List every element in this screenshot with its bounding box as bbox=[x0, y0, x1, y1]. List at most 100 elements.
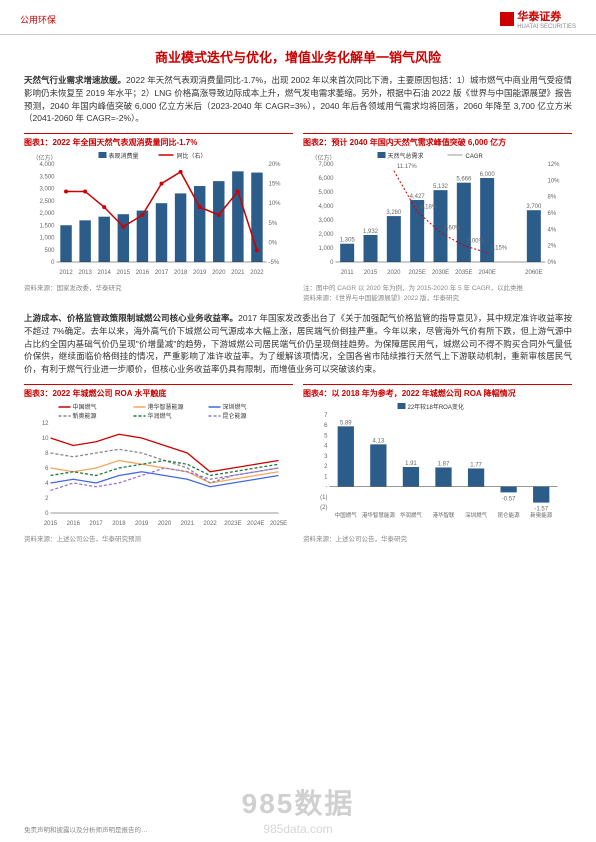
svg-text:新奥能源: 新奥能源 bbox=[530, 511, 553, 519]
svg-text:4%: 4% bbox=[548, 227, 557, 233]
svg-text:2014: 2014 bbox=[98, 270, 112, 276]
svg-text:1.77: 1.77 bbox=[470, 462, 482, 468]
svg-text:10%: 10% bbox=[269, 201, 282, 207]
svg-text:1,500: 1,500 bbox=[39, 223, 55, 229]
svg-text:2011: 2011 bbox=[341, 270, 355, 276]
svg-text:CAGR: CAGR bbox=[466, 154, 484, 160]
charts-row-1: 图表1：2022 年全国天然气表观消费量同比-1.7% （亿方）表观消费量同比（… bbox=[24, 133, 572, 302]
svg-text:2019: 2019 bbox=[135, 521, 149, 527]
chart-2: 图表2：预计 2040 年国内天然气需求峰值突破 6,000 亿方 （亿方）天然… bbox=[303, 133, 572, 302]
svg-text:2: 2 bbox=[324, 464, 328, 470]
svg-text:2030E: 2030E bbox=[432, 270, 449, 276]
svg-text:2023E: 2023E bbox=[224, 521, 241, 527]
svg-text:12: 12 bbox=[42, 421, 49, 427]
svg-text:8%: 8% bbox=[548, 195, 557, 201]
svg-text:1.87: 1.87 bbox=[438, 461, 450, 467]
svg-text:2020: 2020 bbox=[158, 521, 172, 527]
svg-text:2,000: 2,000 bbox=[318, 232, 334, 238]
chart4-area: 22年较18年ROA变化(2)(1)-12345675.89中国燃气4.13港华… bbox=[303, 401, 572, 531]
svg-text:5,000: 5,000 bbox=[318, 190, 334, 196]
svg-text:2017: 2017 bbox=[89, 521, 103, 527]
page-header: 公用环保 华泰证券 HUATAI SECURITIES bbox=[0, 0, 596, 35]
svg-text:10: 10 bbox=[42, 436, 49, 442]
chart-1: 图表1：2022 年全国天然气表观消费量同比-1.7% （亿方）表观消费量同比（… bbox=[24, 133, 293, 302]
svg-text:6: 6 bbox=[324, 423, 328, 429]
chart1-area: （亿方）表观消费量同比（右）05001,0001,5002,0002,5003,… bbox=[24, 150, 293, 280]
svg-text:2.00%: 2.00% bbox=[467, 239, 485, 245]
svg-text:1,000: 1,000 bbox=[318, 246, 334, 252]
svg-text:7,000: 7,000 bbox=[318, 162, 334, 168]
svg-text:1: 1 bbox=[324, 474, 328, 480]
svg-text:22年较18年ROA变化: 22年较18年ROA变化 bbox=[408, 403, 464, 411]
svg-text:2015: 2015 bbox=[364, 270, 378, 276]
svg-text:0: 0 bbox=[330, 260, 334, 266]
para2-bold: 上游成本、价格监管政策限制城燃公司核心业务收益率。 bbox=[24, 313, 238, 323]
svg-text:2022: 2022 bbox=[250, 270, 264, 276]
svg-text:15%: 15% bbox=[269, 182, 282, 188]
svg-text:表观消费量: 表观消费量 bbox=[109, 152, 139, 160]
svg-text:5,132: 5,132 bbox=[433, 184, 449, 190]
paragraph-1: 天然气行业需求增速放缓。2022 年天然气表观消费量同比-1.7%，出现 200… bbox=[24, 74, 572, 125]
svg-text:4,000: 4,000 bbox=[39, 162, 55, 168]
svg-text:3,000: 3,000 bbox=[39, 187, 55, 193]
svg-text:0%: 0% bbox=[269, 240, 278, 246]
svg-text:华润燃气: 华润燃气 bbox=[148, 412, 172, 420]
svg-text:5%: 5% bbox=[269, 221, 278, 227]
svg-text:2025E: 2025E bbox=[270, 521, 287, 527]
svg-text:1,932: 1,932 bbox=[363, 229, 379, 235]
svg-text:2019: 2019 bbox=[193, 270, 207, 276]
svg-text:2018: 2018 bbox=[174, 270, 188, 276]
svg-text:2022: 2022 bbox=[203, 521, 217, 527]
svg-text:2: 2 bbox=[45, 496, 49, 502]
svg-text:4: 4 bbox=[324, 443, 328, 449]
chart3-title: 图表3：2022 年城燃公司 ROA 水平触底 bbox=[24, 384, 293, 399]
svg-text:3.60%: 3.60% bbox=[444, 226, 462, 232]
svg-text:3,500: 3,500 bbox=[39, 174, 55, 180]
svg-text:2,500: 2,500 bbox=[39, 199, 55, 205]
svg-text:4.13: 4.13 bbox=[373, 438, 385, 444]
chart2-area: （亿方）天然气总需求CAGR01,0002,0003,0004,0005,000… bbox=[303, 150, 572, 280]
chart-4: 图表4：以 2018 年为参考，2022 年城燃公司 ROA 降幅情况 22年较… bbox=[303, 384, 572, 543]
svg-text:(1): (1) bbox=[320, 495, 327, 501]
svg-text:新奥能源: 新奥能源 bbox=[73, 412, 97, 420]
paragraph-2: 上游成本、价格监管政策限制城燃公司核心业务收益率。2017 年国家发改委出台了《… bbox=[24, 312, 572, 376]
svg-text:2020: 2020 bbox=[212, 270, 226, 276]
chart1-title: 图表1：2022 年全国天然气表观消费量同比-1.7% bbox=[24, 133, 293, 148]
chart-3: 图表3：2022 年城燃公司 ROA 水平触底 中国燃气港华智慧能源深圳燃气新奥… bbox=[24, 384, 293, 543]
svg-text:2,000: 2,000 bbox=[39, 211, 55, 217]
svg-text:8: 8 bbox=[45, 451, 49, 457]
svg-text:500: 500 bbox=[44, 248, 55, 254]
svg-text:2013: 2013 bbox=[78, 270, 92, 276]
svg-text:5,666: 5,666 bbox=[456, 177, 472, 183]
svg-text:1.91: 1.91 bbox=[405, 461, 417, 467]
svg-text:5.89: 5.89 bbox=[340, 420, 352, 426]
svg-text:2015: 2015 bbox=[117, 270, 131, 276]
svg-text:6.18%: 6.18% bbox=[420, 205, 438, 211]
svg-text:1.15%: 1.15% bbox=[490, 246, 508, 252]
chart4-title: 图表4：以 2018 年为参考，2022 年城燃公司 ROA 降幅情况 bbox=[303, 384, 572, 399]
svg-text:4: 4 bbox=[45, 481, 49, 487]
chart2-title: 图表2：预计 2040 年国内天然气需求峰值突破 6,000 亿方 bbox=[303, 133, 572, 148]
svg-text:港华智联: 港华智联 bbox=[432, 511, 455, 519]
svg-text:3,000: 3,000 bbox=[318, 218, 334, 224]
svg-text:深圳燃气: 深圳燃气 bbox=[465, 511, 488, 519]
svg-text:6,000: 6,000 bbox=[480, 172, 496, 178]
svg-text:2025E: 2025E bbox=[408, 270, 425, 276]
svg-text:0: 0 bbox=[45, 511, 49, 517]
svg-text:5: 5 bbox=[324, 433, 328, 439]
svg-text:12%: 12% bbox=[548, 162, 561, 168]
svg-text:中国燃气: 中国燃气 bbox=[335, 511, 358, 519]
svg-text:-0.57: -0.57 bbox=[502, 496, 516, 502]
svg-text:港华智慧能源: 港华智慧能源 bbox=[148, 403, 184, 411]
svg-text:6: 6 bbox=[45, 466, 49, 472]
svg-text:1,305: 1,305 bbox=[340, 238, 356, 244]
brand-logo: 华泰证券 HUATAI SECURITIES bbox=[500, 8, 576, 30]
svg-text:华润燃气: 华润燃气 bbox=[400, 511, 423, 519]
brand-sub: HUATAI SECURITIES bbox=[517, 24, 576, 30]
svg-text:4,000: 4,000 bbox=[318, 204, 334, 210]
svg-text:7: 7 bbox=[324, 413, 328, 419]
svg-text:天然气总需求: 天然气总需求 bbox=[388, 152, 424, 160]
svg-text:2060E: 2060E bbox=[525, 270, 542, 276]
svg-text:2012: 2012 bbox=[59, 270, 73, 276]
svg-text:中国燃气: 中国燃气 bbox=[73, 403, 97, 411]
